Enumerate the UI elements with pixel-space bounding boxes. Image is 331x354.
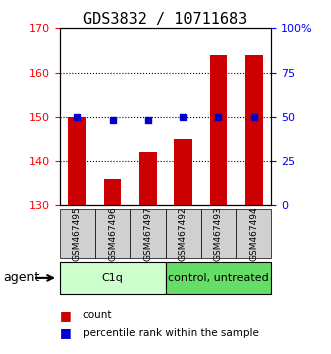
- Bar: [210, 55, 227, 205]
- Text: GSM467495: GSM467495: [73, 206, 82, 261]
- Bar: [174, 139, 192, 205]
- Text: GSM467492: GSM467492: [179, 206, 188, 261]
- Text: count: count: [83, 310, 112, 320]
- Text: ■: ■: [60, 309, 71, 321]
- Text: GSM467493: GSM467493: [214, 206, 223, 261]
- Bar: [166, 262, 271, 294]
- Text: GSM467494: GSM467494: [249, 206, 258, 261]
- Bar: [130, 209, 166, 258]
- Bar: [69, 117, 86, 205]
- Text: control, untreated: control, untreated: [168, 273, 269, 283]
- Text: percentile rank within the sample: percentile rank within the sample: [83, 328, 259, 338]
- Bar: [95, 209, 130, 258]
- Text: GSM467496: GSM467496: [108, 206, 117, 261]
- Bar: [60, 209, 95, 258]
- Text: GDS3832 / 10711683: GDS3832 / 10711683: [83, 12, 248, 27]
- Bar: [166, 209, 201, 258]
- Bar: [236, 209, 271, 258]
- Bar: [60, 262, 166, 294]
- Bar: [104, 179, 121, 205]
- Text: ■: ■: [60, 326, 71, 339]
- Text: C1q: C1q: [102, 273, 123, 283]
- Text: GSM467497: GSM467497: [143, 206, 152, 261]
- Text: agent: agent: [3, 272, 40, 284]
- Bar: [245, 55, 262, 205]
- Bar: [139, 152, 157, 205]
- Bar: [201, 209, 236, 258]
